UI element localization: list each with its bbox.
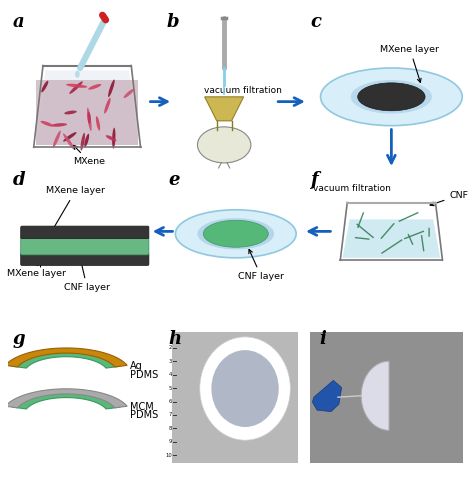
Polygon shape (343, 219, 440, 258)
Polygon shape (5, 348, 127, 367)
Text: e: e (168, 171, 180, 189)
Text: 7: 7 (169, 413, 172, 417)
Ellipse shape (84, 134, 89, 147)
Polygon shape (312, 380, 342, 412)
Polygon shape (12, 351, 120, 368)
FancyBboxPatch shape (21, 253, 149, 266)
Text: d: d (13, 171, 26, 189)
Ellipse shape (64, 110, 77, 114)
Text: vacuum filtration: vacuum filtration (313, 184, 391, 193)
Ellipse shape (175, 210, 296, 258)
Ellipse shape (106, 135, 117, 141)
Text: CNF: CNF (430, 191, 468, 206)
Ellipse shape (87, 112, 91, 124)
Text: CNF layer: CNF layer (238, 250, 284, 281)
FancyBboxPatch shape (172, 332, 298, 463)
Ellipse shape (198, 218, 274, 249)
Text: i: i (319, 330, 326, 348)
Text: 9: 9 (169, 440, 172, 444)
Ellipse shape (63, 132, 77, 142)
Ellipse shape (66, 84, 87, 88)
Ellipse shape (53, 131, 61, 147)
Text: 4: 4 (169, 372, 172, 377)
Text: g: g (13, 330, 26, 348)
Ellipse shape (351, 80, 432, 114)
Ellipse shape (41, 80, 48, 93)
Text: 5: 5 (169, 386, 172, 390)
Ellipse shape (87, 107, 91, 131)
Ellipse shape (96, 116, 100, 131)
Text: CNF layer: CNF layer (64, 252, 110, 292)
Text: MXene: MXene (73, 146, 105, 166)
Text: b: b (166, 13, 179, 31)
Ellipse shape (69, 81, 83, 94)
Ellipse shape (200, 337, 291, 440)
Ellipse shape (198, 127, 251, 163)
Ellipse shape (108, 80, 115, 97)
Text: MXene layer: MXene layer (381, 44, 439, 82)
Ellipse shape (211, 350, 279, 427)
Ellipse shape (51, 123, 67, 127)
Text: MXene layer: MXene layer (46, 187, 105, 231)
Text: PDMS: PDMS (130, 370, 158, 380)
Text: 3: 3 (169, 359, 172, 363)
Text: h: h (168, 330, 182, 348)
Text: a: a (13, 13, 25, 31)
Ellipse shape (358, 83, 425, 111)
Polygon shape (361, 361, 389, 430)
Text: 6: 6 (169, 399, 172, 404)
Text: f: f (310, 171, 318, 189)
Text: Ag: Ag (130, 361, 143, 371)
Ellipse shape (112, 128, 116, 148)
FancyBboxPatch shape (21, 237, 149, 255)
Text: PDMS: PDMS (130, 411, 158, 420)
Polygon shape (5, 389, 127, 408)
Polygon shape (36, 70, 138, 145)
Text: vacuum filtration: vacuum filtration (204, 86, 282, 95)
Polygon shape (36, 80, 138, 145)
Ellipse shape (124, 89, 134, 98)
Ellipse shape (104, 98, 110, 114)
Text: 2: 2 (169, 345, 172, 350)
Text: MXene layer: MXene layer (7, 263, 65, 278)
Text: 8: 8 (169, 426, 172, 431)
Text: 10: 10 (165, 453, 172, 458)
Polygon shape (12, 392, 120, 409)
FancyBboxPatch shape (310, 332, 464, 463)
Ellipse shape (203, 220, 268, 247)
Ellipse shape (320, 68, 462, 126)
Ellipse shape (81, 133, 85, 151)
Ellipse shape (63, 134, 75, 150)
Polygon shape (205, 97, 244, 121)
Ellipse shape (75, 71, 80, 78)
Ellipse shape (88, 84, 101, 90)
Text: MCM: MCM (130, 402, 154, 412)
Text: c: c (310, 13, 321, 31)
Ellipse shape (40, 121, 54, 127)
FancyBboxPatch shape (21, 226, 149, 239)
